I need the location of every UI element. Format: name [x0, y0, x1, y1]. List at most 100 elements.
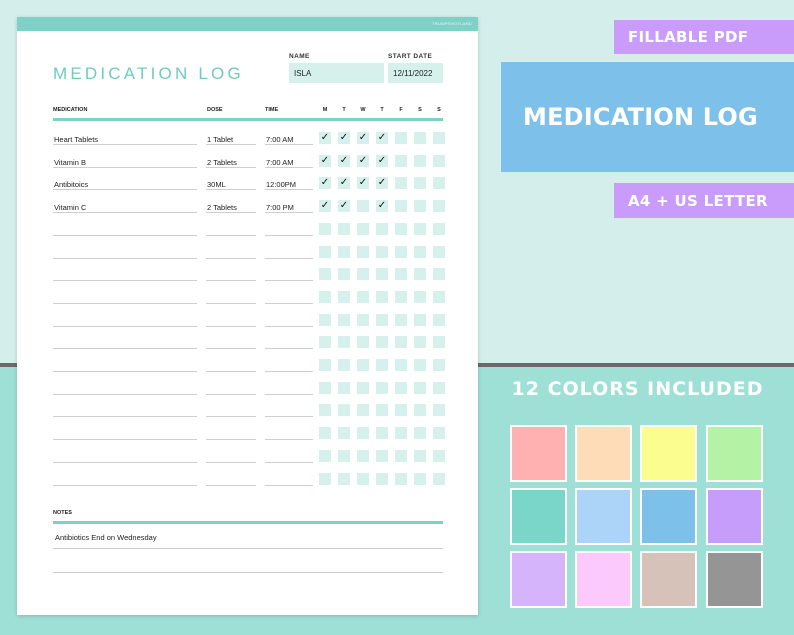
day-checkbox[interactable] — [376, 336, 388, 349]
day-checkbox[interactable] — [414, 336, 426, 349]
time-cell[interactable] — [265, 313, 313, 327]
day-checkbox[interactable] — [433, 336, 445, 349]
day-checkbox[interactable]: ✓ — [357, 132, 369, 144]
day-checkbox[interactable] — [433, 154, 445, 167]
medication-cell[interactable] — [53, 222, 197, 236]
dose-cell[interactable] — [206, 245, 256, 259]
day-checkbox[interactable] — [319, 404, 331, 417]
day-checkbox[interactable] — [395, 245, 407, 258]
day-checkbox[interactable] — [395, 290, 407, 303]
day-checkbox[interactable] — [357, 290, 369, 303]
dose-cell[interactable]: 2 Tablets — [207, 203, 237, 213]
day-checkbox[interactable] — [395, 449, 407, 462]
day-checkbox[interactable] — [433, 132, 445, 144]
day-checkbox[interactable] — [433, 245, 445, 258]
day-checkbox[interactable]: ✓ — [319, 177, 331, 190]
day-checkbox[interactable] — [338, 245, 350, 258]
day-checkbox[interactable] — [433, 404, 445, 417]
note-line[interactable]: Antibiotics End on Wednesday — [53, 527, 443, 549]
day-checkbox[interactable]: ✓ — [357, 177, 369, 190]
day-checkbox[interactable] — [414, 427, 426, 440]
day-checkbox[interactable] — [376, 222, 388, 235]
time-cell[interactable] — [265, 358, 313, 372]
dose-cell[interactable] — [206, 403, 256, 417]
time-cell[interactable] — [265, 267, 313, 281]
dose-cell[interactable]: 30ML — [207, 180, 226, 190]
day-checkbox[interactable] — [376, 359, 388, 371]
day-checkbox[interactable]: ✓ — [338, 132, 350, 144]
day-checkbox[interactable] — [433, 359, 445, 371]
day-checkbox[interactable]: ✓ — [376, 200, 388, 213]
day-checkbox[interactable] — [357, 245, 369, 258]
day-checkbox[interactable] — [338, 381, 350, 394]
day-checkbox[interactable] — [433, 200, 445, 213]
day-checkbox[interactable] — [319, 336, 331, 349]
day-checkbox[interactable] — [414, 404, 426, 417]
day-checkbox[interactable] — [433, 313, 445, 326]
day-checkbox[interactable] — [433, 222, 445, 235]
day-checkbox[interactable] — [376, 381, 388, 394]
dose-cell[interactable] — [206, 449, 256, 463]
day-checkbox[interactable] — [338, 404, 350, 417]
medication-cell[interactable] — [53, 449, 197, 463]
medication-cell[interactable] — [53, 381, 197, 395]
dose-cell[interactable] — [206, 222, 256, 236]
day-checkbox[interactable] — [414, 177, 426, 190]
day-checkbox[interactable] — [414, 222, 426, 235]
day-checkbox[interactable] — [319, 313, 331, 326]
medication-cell[interactable] — [53, 403, 197, 417]
day-checkbox[interactable] — [357, 472, 369, 485]
day-checkbox[interactable] — [395, 381, 407, 394]
day-checkbox[interactable] — [433, 449, 445, 462]
medication-cell[interactable]: Vitamin C — [54, 203, 87, 213]
day-checkbox[interactable] — [357, 449, 369, 462]
time-cell[interactable] — [265, 381, 313, 395]
dose-cell[interactable] — [206, 290, 256, 304]
day-checkbox[interactable] — [376, 290, 388, 303]
time-cell[interactable]: 7:00 AM — [266, 157, 294, 167]
day-checkbox[interactable] — [338, 222, 350, 235]
day-checkbox[interactable] — [414, 449, 426, 462]
day-checkbox[interactable] — [433, 177, 445, 190]
day-checkbox[interactable] — [395, 222, 407, 235]
time-cell[interactable] — [265, 290, 313, 304]
day-checkbox[interactable] — [357, 336, 369, 349]
day-checkbox[interactable] — [338, 427, 350, 440]
day-checkbox[interactable] — [376, 268, 388, 281]
day-checkbox[interactable] — [395, 404, 407, 417]
dose-cell[interactable] — [206, 313, 256, 327]
day-checkbox[interactable] — [414, 200, 426, 213]
day-checkbox[interactable]: ✓ — [376, 177, 388, 190]
medication-cell[interactable] — [53, 313, 197, 327]
day-checkbox[interactable] — [319, 290, 331, 303]
time-cell[interactable]: 7:00 PM — [266, 203, 294, 213]
day-checkbox[interactable] — [433, 290, 445, 303]
day-checkbox[interactable] — [395, 472, 407, 485]
dose-cell[interactable] — [206, 381, 256, 395]
day-checkbox[interactable] — [338, 449, 350, 462]
day-checkbox[interactable] — [357, 268, 369, 281]
day-checkbox[interactable]: ✓ — [319, 154, 331, 167]
day-checkbox[interactable] — [357, 313, 369, 326]
time-cell[interactable]: 12:00PM — [266, 180, 297, 190]
day-checkbox[interactable] — [357, 381, 369, 394]
day-checkbox[interactable] — [319, 359, 331, 371]
day-checkbox[interactable] — [414, 381, 426, 394]
day-checkbox[interactable]: ✓ — [338, 200, 350, 213]
day-checkbox[interactable] — [357, 404, 369, 417]
day-checkbox[interactable] — [319, 427, 331, 440]
day-checkbox[interactable] — [376, 427, 388, 440]
dose-cell[interactable] — [206, 426, 256, 440]
day-checkbox[interactable] — [395, 427, 407, 440]
day-checkbox[interactable] — [376, 472, 388, 485]
medication-cell[interactable] — [53, 426, 197, 440]
medication-cell[interactable] — [53, 245, 197, 259]
day-checkbox[interactable] — [433, 472, 445, 485]
medication-cell[interactable]: Vitamin B — [54, 157, 86, 167]
time-cell[interactable] — [265, 403, 313, 417]
medication-cell[interactable]: Antibitoics — [54, 180, 89, 190]
day-checkbox[interactable]: ✓ — [338, 177, 350, 190]
day-checkbox[interactable] — [357, 427, 369, 440]
day-checkbox[interactable] — [338, 472, 350, 485]
dose-cell[interactable] — [206, 267, 256, 281]
